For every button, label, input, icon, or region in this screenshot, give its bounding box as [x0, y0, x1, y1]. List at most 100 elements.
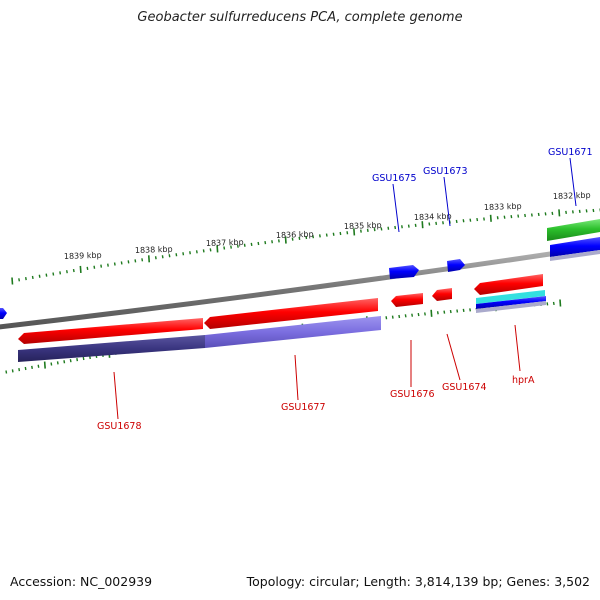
minor-tick: [175, 253, 178, 257]
minor-tick: [5, 370, 8, 374]
minor-tick: [551, 211, 554, 216]
minor-tick: [52, 272, 55, 276]
minor-tick: [37, 364, 40, 368]
scale-ticks-top: [11, 208, 600, 285]
minor-tick: [360, 229, 362, 233]
minor-tick: [394, 225, 397, 230]
minor-tick: [592, 208, 595, 213]
gene-GSU1678[interactable]: [18, 335, 205, 362]
minor-tick: [107, 263, 109, 267]
minor-tick: [298, 236, 301, 240]
minor-tick: [56, 361, 59, 365]
minor-tick: [209, 248, 212, 252]
major-tick: [559, 299, 562, 307]
scale-label: 1837 kbp: [206, 238, 244, 248]
cds-GSU1674[interactable]: [432, 288, 452, 301]
minor-tick: [436, 311, 439, 315]
gene-GSU1677[interactable]: [205, 316, 381, 348]
cds-hprA-blue[interactable]: [476, 296, 546, 309]
minor-tick: [552, 301, 555, 306]
major-tick: [284, 236, 287, 244]
minor-tick: [455, 219, 458, 224]
minor-tick: [11, 369, 14, 373]
cds-GSU1677[interactable]: [204, 298, 378, 329]
minor-tick: [442, 221, 444, 225]
minor-tick: [401, 225, 403, 229]
minor-tick: [63, 360, 66, 364]
major-tick: [489, 214, 492, 222]
gene-label-bottom: GSU1676: [390, 389, 435, 400]
minor-tick: [291, 237, 294, 241]
minor-tick: [414, 223, 417, 228]
genome-summary-text: Topology: circular; Length: 3,814,139 bp…: [246, 574, 590, 589]
minor-tick: [571, 210, 574, 214]
minor-tick: [565, 210, 568, 214]
minor-tick: [537, 212, 540, 217]
minor-tick: [380, 227, 383, 231]
minor-tick: [469, 308, 472, 312]
scale-label: 1835 kbp: [344, 221, 382, 231]
gene-label-top: GSU1671: [548, 147, 593, 158]
genome-backbone: [0, 243, 600, 330]
minor-tick: [391, 315, 394, 319]
minor-tick: [76, 357, 79, 362]
gene-GSU1675[interactable]: [389, 265, 419, 279]
minor-tick: [66, 270, 68, 274]
cds-hprA[interactable]: [474, 274, 543, 295]
minor-tick: [462, 219, 465, 223]
minor-tick: [250, 242, 253, 246]
minor-tick: [524, 213, 526, 218]
minor-tick: [449, 309, 452, 314]
cds-GSU1678[interactable]: [18, 318, 203, 344]
gene-label-top: GSU1675: [372, 173, 417, 184]
minor-tick: [496, 216, 499, 220]
gene-GSU1671[interactable]: [547, 219, 600, 241]
minor-tick: [398, 314, 401, 319]
gene-feature[interactable]: [0, 308, 7, 319]
cds-hprA-cyan[interactable]: [476, 290, 545, 304]
minor-tick: [476, 217, 479, 222]
minor-tick: [318, 234, 321, 238]
minor-tick: [517, 214, 520, 218]
minor-tick: [373, 228, 376, 232]
minor-tick: [530, 213, 533, 217]
major-tick: [353, 228, 356, 236]
major-tick: [147, 255, 151, 263]
minor-tick: [59, 271, 62, 275]
minor-tick: [417, 312, 420, 317]
scale-label: 1832 kbp: [553, 191, 591, 201]
scale-label: 1836 kbp: [276, 230, 314, 240]
minor-tick: [264, 240, 267, 245]
minor-tick: [387, 226, 390, 230]
minor-tick: [82, 356, 85, 361]
minor-tick: [134, 259, 137, 263]
minor-tick: [312, 235, 315, 239]
minor-tick: [544, 212, 547, 216]
minor-tick: [469, 218, 472, 222]
major-tick: [11, 277, 14, 285]
gene-label-bottom: GSU1677: [281, 402, 326, 413]
minor-tick: [510, 215, 513, 219]
minor-tick: [93, 265, 96, 269]
minor-tick: [277, 239, 280, 243]
scale-label: 1839 kbp: [64, 251, 102, 261]
minor-tick: [189, 251, 191, 255]
gene-GSU1673[interactable]: [447, 259, 465, 272]
minor-tick: [257, 241, 260, 246]
minor-tick: [195, 250, 198, 254]
minor-tick: [585, 209, 588, 213]
scale-label: 1834 kbp: [414, 212, 452, 222]
gene-shadow: [476, 301, 546, 313]
cds-GSU1676[interactable]: [391, 293, 423, 307]
minor-tick: [31, 275, 34, 280]
accession-text: Accession: NC_002939: [10, 574, 153, 589]
minor-tick: [127, 260, 130, 264]
minor-tick: [339, 231, 342, 236]
minor-tick: [271, 240, 274, 244]
major-tick: [430, 309, 433, 317]
minor-tick: [50, 362, 53, 366]
gene-GSU1671-cds[interactable]: [550, 237, 600, 257]
minor-tick: [24, 277, 27, 281]
minor-tick: [141, 258, 144, 262]
